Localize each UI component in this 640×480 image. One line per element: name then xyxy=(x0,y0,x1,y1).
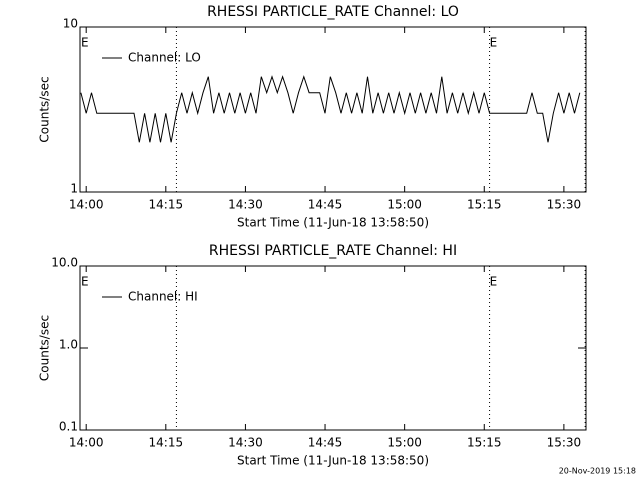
x-tick-label: 15:15 xyxy=(467,198,502,212)
x-tick-label: 15:30 xyxy=(547,198,582,212)
x-tick-label: 14:30 xyxy=(228,198,263,212)
x-axis-label: Start Time (11-Jun-18 13:58:50) xyxy=(237,454,429,468)
y-axis-label: Counts/sec xyxy=(38,76,52,142)
x-tick-label: 14:30 xyxy=(228,436,263,450)
x-tick-label: 14:00 xyxy=(69,436,104,450)
legend-label: Channel: LO xyxy=(128,51,201,65)
event-label: E xyxy=(81,275,89,289)
data-line xyxy=(80,75,581,143)
y-tick-label: 1 xyxy=(70,182,78,196)
x-tick-label: 15:00 xyxy=(387,198,422,212)
y-axis-label: Counts/sec xyxy=(38,315,52,381)
x-tick-label: 14:15 xyxy=(149,198,184,212)
x-tick-label: 15:00 xyxy=(387,436,422,450)
chart-title: RHESSI PARTICLE_RATE Channel: LO xyxy=(207,4,459,20)
x-tick-label: 14:45 xyxy=(308,198,343,212)
x-tick-label: 14:45 xyxy=(308,436,343,450)
plot-frame xyxy=(79,26,587,193)
x-tick-label: 15:15 xyxy=(467,436,502,450)
y-tick-label: 10 xyxy=(63,17,78,31)
y-tick-label: 0.1 xyxy=(59,420,78,434)
x-tick-label: 14:15 xyxy=(149,436,184,450)
event-label: E xyxy=(81,36,89,50)
y-tick-label: 1.0 xyxy=(59,338,78,352)
x-tick-label: 14:00 xyxy=(69,198,104,212)
legend-label: Channel: HI xyxy=(128,290,198,304)
event-label: E xyxy=(490,275,498,289)
y-tick-label: 10.0 xyxy=(51,256,78,270)
event-label: E xyxy=(490,36,498,50)
x-axis-label: Start Time (11-Jun-18 13:58:50) xyxy=(237,216,429,230)
x-tick-label: 15:30 xyxy=(547,436,582,450)
footer: 20-Nov-2019 15:18 xyxy=(559,467,636,476)
chart-title: RHESSI PARTICLE_RATE Channel: HI xyxy=(209,243,457,259)
